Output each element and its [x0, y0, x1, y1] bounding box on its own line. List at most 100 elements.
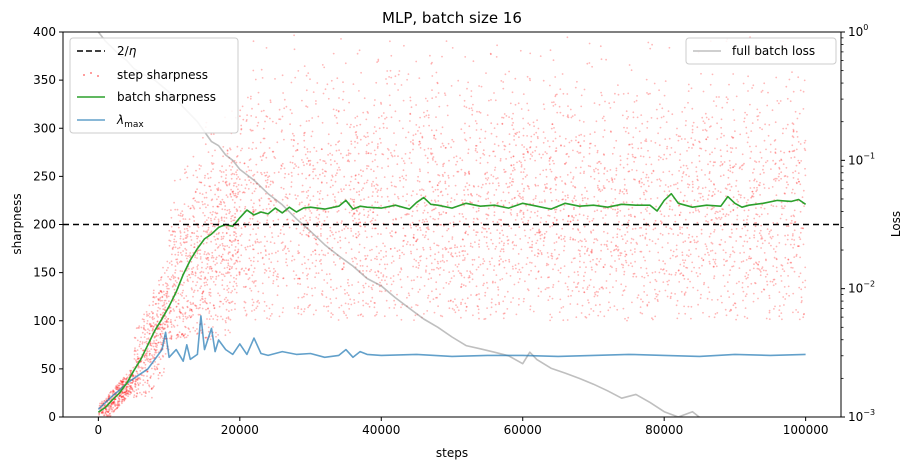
step-sharpness-point	[465, 139, 468, 142]
step-sharpness-point	[147, 358, 150, 360]
step-sharpness-point	[182, 241, 185, 244]
step-sharpness-point	[487, 177, 490, 179]
step-sharpness-point	[772, 222, 775, 224]
step-sharpness-point	[121, 399, 123, 401]
step-sharpness-point	[562, 92, 565, 95]
step-sharpness-point	[201, 193, 204, 196]
step-sharpness-point	[273, 267, 275, 270]
step-sharpness-point	[363, 135, 366, 138]
step-sharpness-point	[264, 268, 267, 271]
step-sharpness-point	[154, 361, 157, 363]
step-sharpness-point	[297, 305, 299, 308]
step-sharpness-point	[142, 367, 145, 369]
step-sharpness-point	[749, 145, 751, 148]
step-sharpness-point	[798, 275, 800, 278]
step-sharpness-point	[186, 306, 189, 309]
step-sharpness-point	[355, 221, 358, 224]
step-sharpness-point	[602, 207, 605, 209]
step-sharpness-point	[321, 121, 324, 124]
step-sharpness-point	[531, 243, 534, 246]
step-sharpness-point	[588, 62, 591, 64]
step-sharpness-point	[382, 153, 385, 156]
step-sharpness-point	[139, 370, 142, 372]
step-sharpness-point	[732, 250, 734, 253]
step-sharpness-point	[562, 319, 565, 322]
step-sharpness-point	[555, 218, 558, 221]
step-sharpness-point	[758, 261, 760, 263]
step-sharpness-point	[304, 205, 306, 207]
step-sharpness-point	[179, 231, 182, 234]
step-sharpness-point	[688, 233, 691, 236]
step-sharpness-point	[307, 194, 310, 197]
step-sharpness-point	[267, 176, 269, 179]
step-sharpness-point	[188, 314, 191, 317]
step-sharpness-point	[256, 238, 259, 241]
step-sharpness-point	[183, 203, 186, 206]
step-sharpness-point	[801, 227, 804, 230]
step-sharpness-point	[534, 265, 537, 268]
step-sharpness-point	[469, 272, 472, 274]
step-sharpness-point	[130, 391, 133, 393]
step-sharpness-point	[444, 147, 447, 149]
step-sharpness-point	[733, 251, 736, 254]
step-sharpness-point	[419, 256, 421, 258]
step-sharpness-point	[229, 281, 231, 284]
step-sharpness-point	[484, 173, 486, 176]
step-sharpness-point	[193, 207, 196, 210]
step-sharpness-point	[392, 203, 395, 206]
step-sharpness-point	[771, 235, 774, 238]
step-sharpness-point	[125, 389, 128, 392]
step-sharpness-point	[724, 187, 727, 190]
step-sharpness-point	[732, 203, 735, 206]
step-sharpness-point	[376, 214, 379, 217]
step-sharpness-point	[724, 251, 727, 254]
step-sharpness-point	[314, 265, 317, 268]
step-sharpness-point	[650, 140, 653, 142]
step-sharpness-point	[791, 267, 794, 269]
step-sharpness-point	[481, 183, 484, 186]
step-sharpness-point	[676, 299, 679, 302]
step-sharpness-point	[537, 287, 540, 290]
step-sharpness-point	[425, 269, 427, 272]
step-sharpness-point	[427, 294, 430, 297]
step-sharpness-point	[200, 275, 203, 277]
step-sharpness-point	[424, 234, 427, 237]
step-sharpness-point	[625, 189, 628, 191]
step-sharpness-point	[260, 171, 262, 174]
step-sharpness-point	[210, 277, 213, 280]
step-sharpness-point	[222, 258, 224, 260]
step-sharpness-point	[373, 126, 376, 128]
step-sharpness-point	[636, 296, 639, 299]
step-sharpness-point	[167, 318, 170, 320]
step-sharpness-point	[353, 187, 355, 190]
step-sharpness-point	[735, 240, 738, 242]
step-sharpness-point	[446, 229, 448, 232]
step-sharpness-point	[371, 288, 374, 291]
step-sharpness-point	[98, 413, 101, 415]
step-sharpness-point	[217, 334, 220, 336]
step-sharpness-point	[210, 315, 213, 318]
step-sharpness-point	[396, 314, 398, 317]
step-sharpness-point	[191, 270, 194, 273]
step-sharpness-point	[513, 167, 515, 169]
step-sharpness-point	[263, 137, 266, 140]
step-sharpness-point	[735, 282, 738, 285]
step-sharpness-point	[230, 274, 232, 277]
step-sharpness-point	[511, 91, 514, 94]
step-sharpness-point	[126, 386, 128, 389]
step-sharpness-point	[574, 257, 576, 259]
step-sharpness-point	[757, 263, 759, 266]
step-sharpness-point	[215, 278, 218, 280]
step-sharpness-point	[452, 221, 455, 224]
step-sharpness-point	[744, 225, 746, 228]
step-sharpness-point	[120, 395, 123, 398]
step-sharpness-point	[205, 219, 208, 222]
step-sharpness-point	[535, 131, 538, 134]
step-sharpness-point	[314, 253, 317, 256]
step-sharpness-point	[426, 157, 429, 160]
step-sharpness-point	[235, 259, 238, 262]
step-sharpness-point	[159, 313, 162, 316]
step-sharpness-point	[363, 246, 366, 249]
step-sharpness-point	[768, 318, 771, 320]
step-sharpness-point	[135, 378, 138, 381]
